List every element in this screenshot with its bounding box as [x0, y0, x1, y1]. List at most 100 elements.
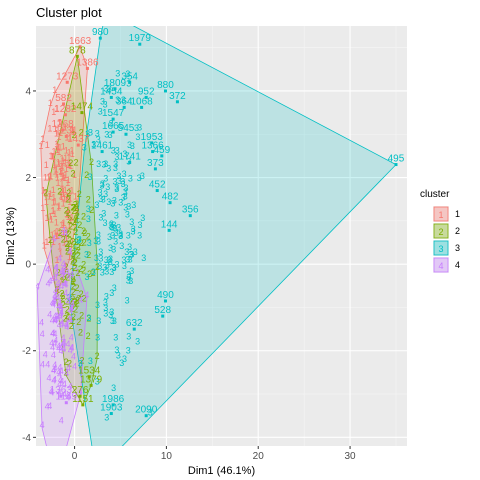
- cluster-1-point-glyph: 1: [40, 203, 45, 213]
- cluster-4-point-glyph: 4: [66, 363, 71, 373]
- cluster-3-point-glyph: 3: [107, 232, 112, 242]
- cluster-1-point-label: 1231: [55, 125, 78, 136]
- cluster-2-point-glyph: 2: [82, 228, 87, 238]
- cluster-2-point-glyph: 2: [86, 314, 91, 324]
- cluster-3-point-glyph: 3: [99, 181, 104, 191]
- cluster-1-point-glyph: 1: [67, 252, 72, 262]
- cluster-2-point-glyph: 2: [67, 239, 72, 249]
- cluster-1-point-glyph: 1: [66, 209, 71, 219]
- cluster-3-point-glyph: 3: [122, 169, 127, 179]
- cluster-2-point-glyph: 2: [76, 242, 81, 252]
- cluster-1-point-glyph: 1: [57, 117, 62, 127]
- cluster-2-point-glyph: 2: [71, 251, 76, 261]
- cluster-1-point-glyph: 1: [52, 158, 57, 168]
- cluster-2-point-glyph: 2: [57, 186, 62, 196]
- cluster-1-point-glyph: 1: [58, 191, 63, 201]
- cluster-2-point-glyph: 2: [62, 275, 67, 285]
- cluster-1-point-glyph: 1: [66, 175, 71, 185]
- cluster-4-point-glyph: 4: [60, 317, 65, 327]
- legend-title: cluster: [420, 189, 450, 200]
- cluster-1-point-glyph: 1: [61, 142, 66, 152]
- cluster-3-point-glyph: 3: [101, 195, 106, 205]
- cluster-4-point-glyph: 4: [78, 295, 83, 305]
- cluster-1-point-glyph: 1: [50, 206, 55, 216]
- cluster-1-point-glyph: 1: [58, 248, 63, 258]
- cluster-3-point-glyph: 3: [113, 333, 118, 343]
- legend-key-glyph: 2: [438, 227, 443, 237]
- cluster-3-point-glyph: 3: [121, 95, 126, 105]
- cluster-3-point-glyph: 3: [115, 145, 120, 155]
- cluster-1-point-glyph: 1: [54, 169, 59, 179]
- cluster-4-point-glyph: 4: [50, 274, 55, 284]
- cluster-1-point-glyph: 1: [55, 145, 60, 155]
- cluster-1-point-glyph: 1: [59, 153, 64, 163]
- cluster-3-point-glyph: 3: [104, 291, 109, 301]
- cluster-1-point-glyph: 1: [64, 209, 69, 219]
- cluster-2-point-label: 1474: [71, 102, 94, 113]
- cluster-3-point-label: 880: [157, 80, 174, 91]
- cluster-1-point-glyph: 1: [43, 173, 48, 183]
- cluster-4-point-glyph: 4: [65, 392, 70, 402]
- cluster-1-point-glyph: 1: [54, 165, 59, 175]
- cluster-3-point-glyph: 3: [94, 465, 99, 475]
- legend: cluster 1 1 2 2 3 3 4 4: [420, 189, 460, 273]
- cluster-3-point: [111, 403, 115, 407]
- y-tick-label: -2: [22, 346, 31, 357]
- legend-key-2: [433, 223, 449, 239]
- cluster-2-point-glyph: 2: [54, 291, 59, 301]
- cluster-3-point-glyph: 3: [98, 187, 103, 197]
- cluster-1-point-glyph: 1: [56, 147, 61, 157]
- cluster-2-point-glyph: 2: [79, 289, 84, 299]
- cluster-2-point-glyph: 2: [64, 205, 69, 215]
- cluster-2-point-glyph: 2: [66, 229, 71, 239]
- cluster-1-point-glyph: 1: [62, 173, 67, 183]
- cluster-3-point-glyph: 3: [115, 68, 120, 78]
- cluster-1-point-glyph: 1: [52, 85, 57, 95]
- cluster-3-point-glyph: 3: [131, 200, 136, 210]
- cluster-1-point-glyph: 1: [54, 141, 59, 151]
- cluster-3-point-glyph: 3: [103, 83, 108, 93]
- cluster-3-point-glyph: 3: [95, 128, 100, 138]
- cluster-3-point-label: 952: [138, 86, 155, 97]
- cluster-4-point-label: 1363: [50, 385, 73, 396]
- cluster-1-point-glyph: 1: [48, 172, 53, 182]
- cluster-4-point-glyph: 4: [51, 328, 56, 338]
- cluster-2-point-glyph: 2: [55, 285, 60, 295]
- cluster-4-point-glyph: 4: [61, 333, 66, 343]
- cluster-3-point-glyph: 3: [134, 123, 139, 133]
- cluster-3-point: [144, 95, 148, 99]
- cluster-4-point-glyph: 4: [60, 268, 65, 278]
- cluster-1-point-glyph: 1: [48, 151, 53, 161]
- cluster-4-point-glyph: 4: [47, 276, 52, 286]
- cluster-2-point-glyph: 2: [70, 276, 75, 286]
- legend-key-glyph: 4: [438, 261, 443, 271]
- cluster-1-point-glyph: 1: [40, 134, 45, 144]
- cluster-3-point-glyph: 3: [126, 345, 131, 355]
- cluster-2-point-label: 1151: [72, 394, 94, 405]
- cluster-1-point-glyph: 1: [62, 238, 67, 248]
- cluster-2-point-glyph: 2: [78, 328, 83, 338]
- cluster-4-point-glyph: 4: [61, 338, 66, 348]
- point-labels: 1663138612735821282126812311437878147415…: [50, 27, 405, 418]
- cluster-1-point-glyph: 1: [58, 167, 63, 177]
- cluster-3-point-glyph: 3: [111, 263, 116, 273]
- cluster-3-point-glyph: 3: [108, 130, 113, 140]
- cluster-4-point-glyph: 4: [59, 307, 64, 317]
- cluster-4-point-glyph: 4: [57, 379, 62, 389]
- cluster-3-point-glyph: 3: [105, 182, 110, 192]
- cluster-3-point-glyph: 3: [77, 235, 82, 245]
- cluster-3-point-label: 1741: [119, 151, 142, 162]
- cluster-3-point: [188, 214, 192, 218]
- cluster-3-point-glyph: 3: [108, 243, 113, 253]
- cluster-3-point-glyph: 3: [114, 182, 119, 192]
- cluster-4-point-glyph: 4: [84, 290, 89, 300]
- cluster-4-point-glyph: 4: [45, 402, 50, 412]
- cluster-4-point-glyph: 4: [57, 320, 62, 330]
- cluster-3-point-glyph: 3: [95, 300, 100, 310]
- cluster-1-point-glyph: 1: [55, 178, 60, 188]
- cluster-3-point: [111, 117, 115, 121]
- cluster-1-point-glyph: 1: [51, 198, 56, 208]
- cluster-2-point-glyph: 2: [69, 296, 74, 306]
- cluster-4-point-glyph: 4: [52, 311, 57, 321]
- cluster-1-point-glyph: 1: [65, 160, 70, 170]
